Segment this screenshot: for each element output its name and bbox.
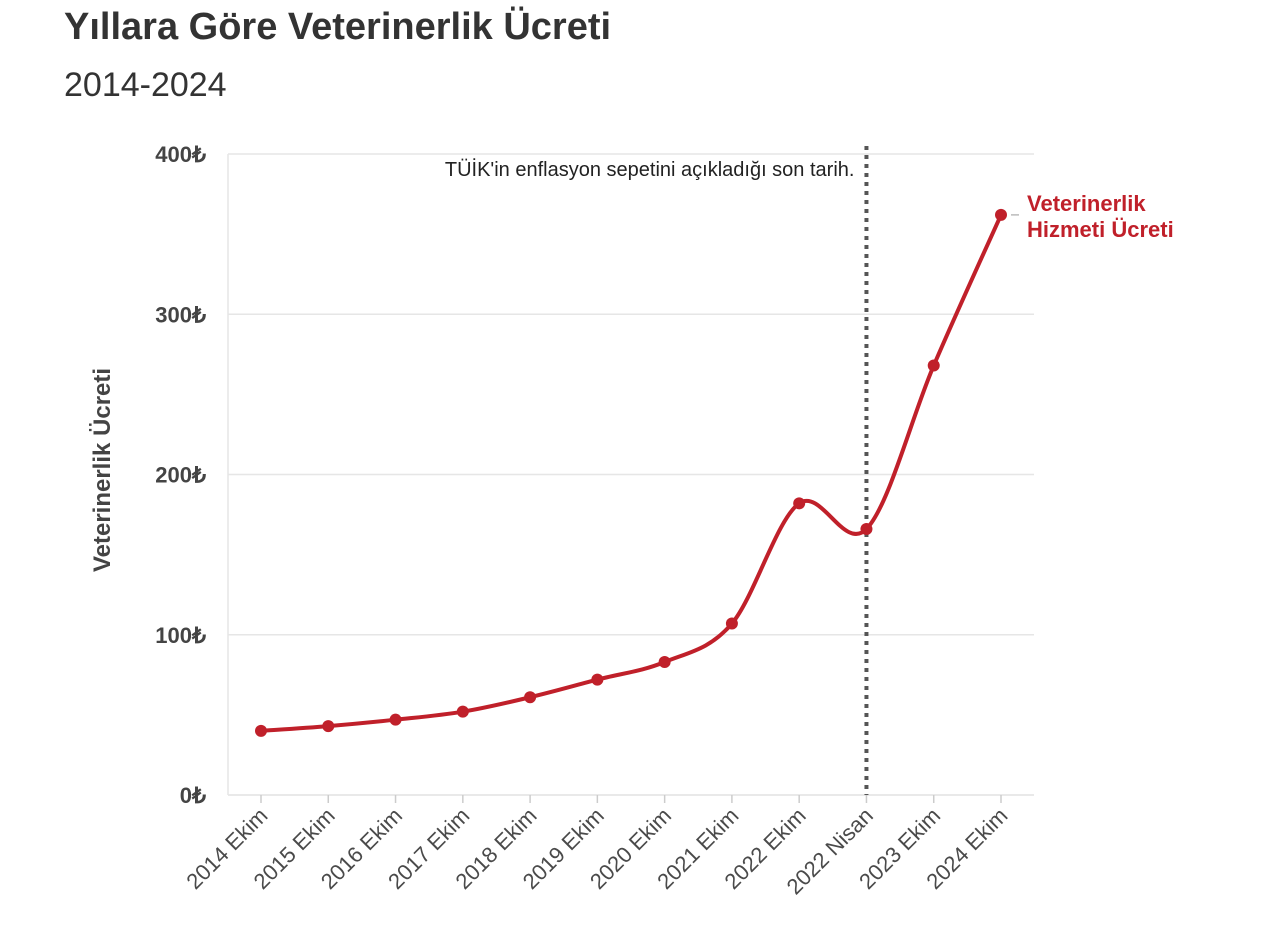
data-point — [995, 208, 1007, 221]
y-axis-label: Veterinerlik Ücreti — [89, 368, 116, 572]
annotation-text: TÜİK'in enflasyon sepetini açıkladığı so… — [445, 158, 855, 181]
data-point — [927, 359, 940, 372]
data-point — [591, 673, 604, 686]
data-point — [793, 497, 806, 510]
gridlines — [228, 153, 1034, 796]
data-point — [255, 724, 267, 737]
data-point — [860, 522, 873, 535]
chart-title: Yıllara Göre Veterinerlik Ücreti — [64, 6, 612, 48]
y-tick-label: 0₺ — [180, 783, 206, 808]
axes — [227, 154, 1034, 796]
y-tick-labels: 0₺ 100₺ 200₺ 300₺ 400₺ — [155, 142, 206, 808]
y-tick-label: 100₺ — [155, 623, 206, 648]
series-group — [255, 208, 1007, 737]
data-point — [725, 617, 738, 630]
data-point — [658, 655, 671, 668]
data-point — [322, 720, 335, 733]
series-label-line: Veterinerlik — [1027, 191, 1146, 216]
y-tick-label: 200₺ — [155, 463, 206, 488]
data-point — [456, 705, 469, 718]
y-tick-label: 400₺ — [155, 142, 206, 167]
data-point — [524, 691, 537, 704]
series-label-line: Hizmeti Ücreti — [1027, 217, 1174, 242]
data-point — [389, 713, 402, 726]
y-tick-label: 300₺ — [155, 302, 206, 327]
series-line — [259, 212, 1003, 733]
chart-subtitle: 2014-2024 — [64, 66, 227, 104]
